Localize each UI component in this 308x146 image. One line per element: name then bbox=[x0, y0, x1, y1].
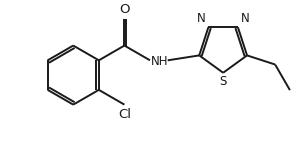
Text: NH: NH bbox=[151, 55, 168, 68]
Text: O: O bbox=[119, 3, 130, 16]
Text: N: N bbox=[197, 12, 206, 25]
Text: N: N bbox=[240, 12, 249, 25]
Text: Cl: Cl bbox=[118, 108, 131, 121]
Text: S: S bbox=[220, 75, 227, 88]
